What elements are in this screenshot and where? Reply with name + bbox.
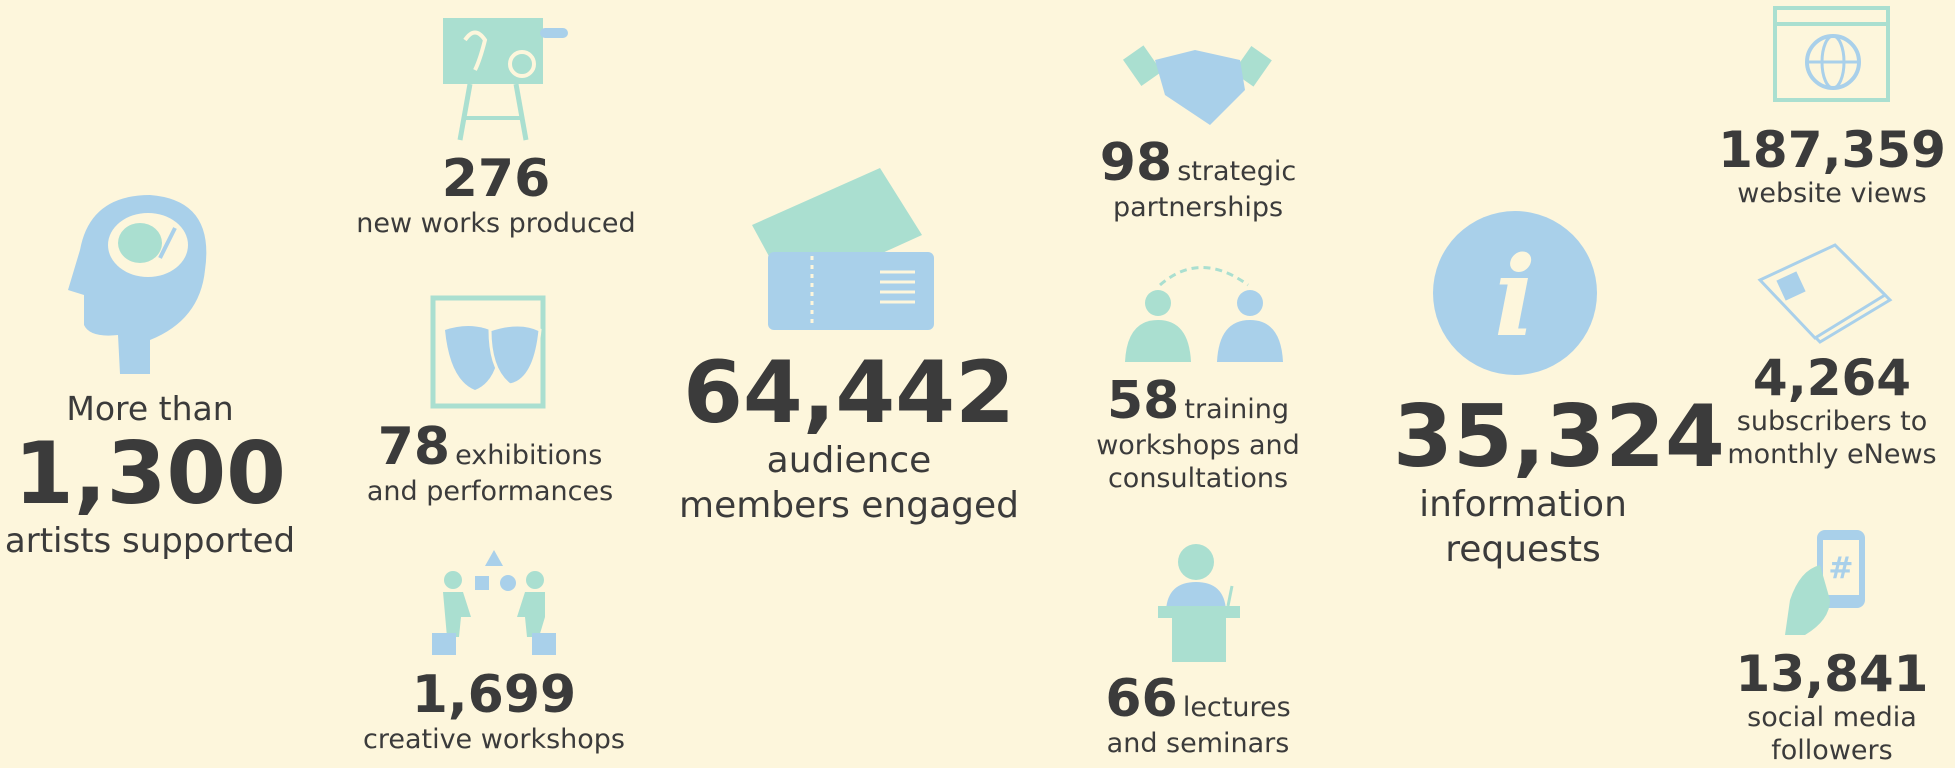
stat-label: new works produced bbox=[336, 207, 656, 241]
stat-value: 98 bbox=[1100, 133, 1172, 193]
stat: More than 1,300 artists supported bbox=[0, 388, 300, 562]
stat: 35,324 information requests bbox=[1393, 392, 1653, 572]
svg-text:#: # bbox=[1828, 551, 1853, 586]
phone-icon: # bbox=[1785, 530, 1865, 635]
stat: 66 lectures and seminars bbox=[1088, 672, 1308, 760]
stat: 64,442 audience members engaged bbox=[679, 348, 1019, 528]
prefix: More than bbox=[0, 388, 300, 429]
stat-value: 1,300 bbox=[0, 429, 300, 519]
tickets-icon bbox=[752, 168, 934, 330]
stat: 276 new works produced bbox=[336, 152, 656, 240]
stat: 98 strategic partnerships bbox=[1088, 136, 1308, 224]
lecturer-icon bbox=[1158, 544, 1240, 662]
stat-value: 4,264 bbox=[1712, 352, 1952, 405]
stat: 78 exhibitions and performances bbox=[365, 420, 615, 508]
handshake-icon bbox=[1123, 45, 1272, 125]
stat-value: 187,359 bbox=[1702, 124, 1955, 177]
stat-label: information requests bbox=[1393, 482, 1653, 572]
stat-value: 58 bbox=[1107, 371, 1179, 431]
stat-value: 13,841 bbox=[1732, 648, 1932, 701]
masks-icon bbox=[433, 298, 543, 406]
stat-value: 1,699 bbox=[334, 668, 654, 723]
easel-icon bbox=[443, 18, 568, 140]
stat-value: 78 bbox=[378, 417, 450, 477]
stat: 1,699 creative workshops bbox=[334, 668, 654, 756]
stat: 58 training workshops and consultations bbox=[1088, 374, 1308, 496]
newspaper-icon bbox=[1760, 245, 1890, 342]
stat: 4,264 subscribers to monthly eNews bbox=[1712, 352, 1952, 472]
head-icon bbox=[68, 195, 206, 374]
stat: 13,841 social media followers bbox=[1732, 648, 1932, 768]
stat-value: 64,442 bbox=[679, 348, 1019, 438]
stat-label: creative workshops bbox=[334, 723, 654, 757]
stat-value: 66 bbox=[1105, 669, 1177, 729]
stat-label: audience members engaged bbox=[679, 438, 1019, 528]
people-icon bbox=[1125, 268, 1283, 363]
stat-label: social media followers bbox=[1732, 701, 1932, 768]
stat-label: subscribers to monthly eNews bbox=[1712, 405, 1952, 473]
browser-icon bbox=[1775, 8, 1888, 100]
stat: 187,359 website views bbox=[1702, 124, 1955, 210]
info-icon: i bbox=[1433, 211, 1597, 375]
workshop-icon bbox=[432, 550, 556, 655]
stat-label: artists supported bbox=[0, 520, 300, 563]
svg-text:i: i bbox=[1494, 232, 1536, 361]
stat-label: website views bbox=[1702, 177, 1955, 211]
stat-value: 35,324 bbox=[1393, 392, 1653, 482]
stat-value: 276 bbox=[336, 152, 656, 207]
